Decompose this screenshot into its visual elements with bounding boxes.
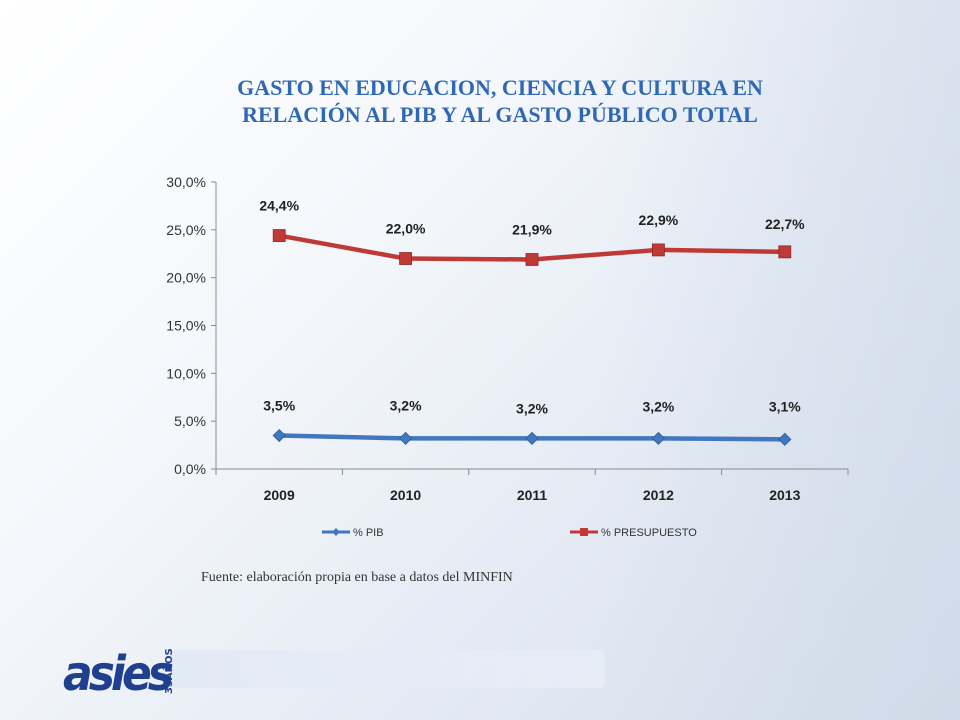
data-label: 3,5%: [263, 398, 295, 414]
data-point-marker: [652, 243, 665, 257]
legend: % PIB % PRESUPUESTO: [322, 527, 697, 539]
y-tick-label: 30,0%: [166, 174, 206, 190]
x-tick-label: 2011: [517, 487, 548, 503]
y-tick-label: 25,0%: [166, 222, 206, 238]
x-tick-label: 2010: [390, 487, 421, 503]
data-point-marker: [525, 253, 539, 266]
logo-years: 35AÑOS: [164, 648, 175, 694]
series-layer: 3,5% 3,2% 3,2% 3,2% 3,1% 24,4% 22,0% 21,9% 22,9%…: [259, 198, 805, 446]
legend-marker: [332, 528, 340, 536]
x-tick-label: 2012: [643, 487, 674, 503]
title-line-2: RELACIÓN AL PIB Y AL GASTO PÚBLICO TOTAL: [242, 102, 758, 127]
asies-logo: asies 35AÑOS: [63, 647, 183, 700]
data-label: 3,2%: [390, 397, 422, 413]
y-tick-label: 10,0%: [166, 365, 206, 381]
logo-wordmark: asies: [63, 645, 174, 702]
data-label: 3,1%: [769, 398, 801, 414]
data-label: 22,7%: [765, 216, 805, 232]
data-point-marker: [272, 229, 286, 242]
data-point-marker: [272, 428, 286, 443]
data-point-marker: [778, 245, 792, 259]
legend-label: % PIB: [353, 527, 384, 539]
source-note: Fuente: elaboración propia en base a dat…: [201, 570, 513, 585]
y-tick-label: 15,0%: [166, 318, 206, 334]
data-label: 3,2%: [642, 398, 674, 414]
footer-stripe: [170, 650, 605, 688]
data-point-marker: [525, 431, 539, 445]
background-sheen: [600, 0, 960, 720]
series-presupuesto: 24,4% 22,0% 21,9% 22,9% 22,7%: [259, 198, 805, 266]
data-label: 22,9%: [639, 212, 679, 228]
y-tick-label: 0,0%: [174, 461, 206, 477]
slide-title: GASTO EN EDUCACION, CIENCIA Y CULTURA EN…: [150, 74, 850, 128]
data-point-marker: [399, 252, 413, 265]
data-point-marker: [399, 431, 413, 445]
data-point-marker: [778, 432, 792, 446]
legend-label: % PRESUPUESTO: [601, 527, 697, 539]
data-label: 3,2%: [516, 400, 548, 416]
x-axis: 2009 2010 2011 2012 2013: [215, 468, 849, 503]
y-tick-label: 20,0%: [166, 270, 206, 286]
y-tick-label: 5,0%: [174, 413, 206, 429]
x-tick-label: 2013: [769, 487, 800, 503]
legend-item: % PIB: [322, 527, 384, 539]
data-label: 22,0%: [386, 221, 426, 237]
y-axis: 0,0% 5,0% 10,0% 15,0% 20,0% 25,0% 30,0%: [166, 174, 217, 477]
series-pib: 3,5% 3,2% 3,2% 3,2% 3,1%: [263, 397, 801, 446]
data-label: 21,9%: [512, 221, 552, 237]
data-label: 24,4%: [259, 198, 299, 214]
x-tick-label: 2009: [264, 487, 295, 503]
data-point-marker: [651, 431, 665, 445]
legend-marker: [580, 528, 588, 536]
legend-item: % PRESUPUESTO: [570, 527, 697, 539]
title-line-1: GASTO EN EDUCACION, CIENCIA Y CULTURA EN: [237, 75, 763, 100]
